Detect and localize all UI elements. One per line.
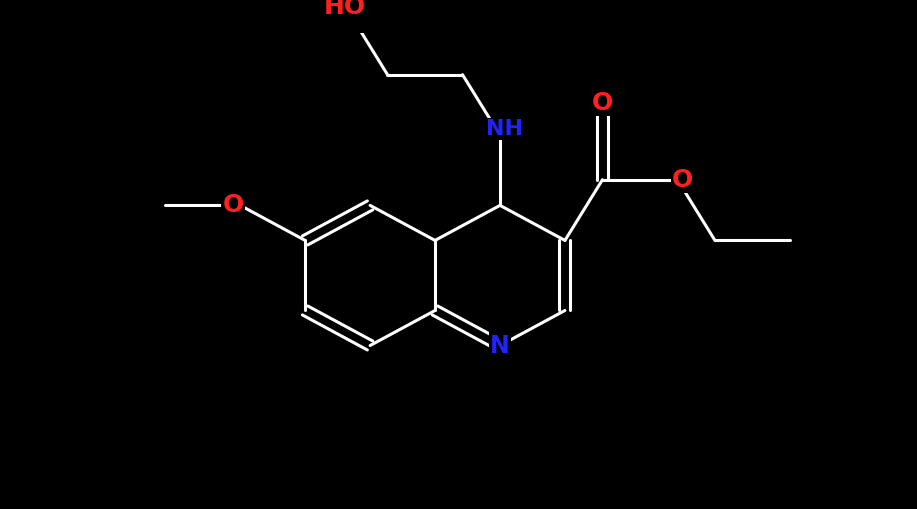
Text: HO: HO bbox=[324, 0, 366, 19]
Text: NH: NH bbox=[487, 119, 524, 139]
Text: O: O bbox=[672, 168, 693, 192]
Text: N: N bbox=[490, 333, 510, 357]
Text: O: O bbox=[591, 91, 613, 115]
Text: O: O bbox=[223, 193, 244, 217]
